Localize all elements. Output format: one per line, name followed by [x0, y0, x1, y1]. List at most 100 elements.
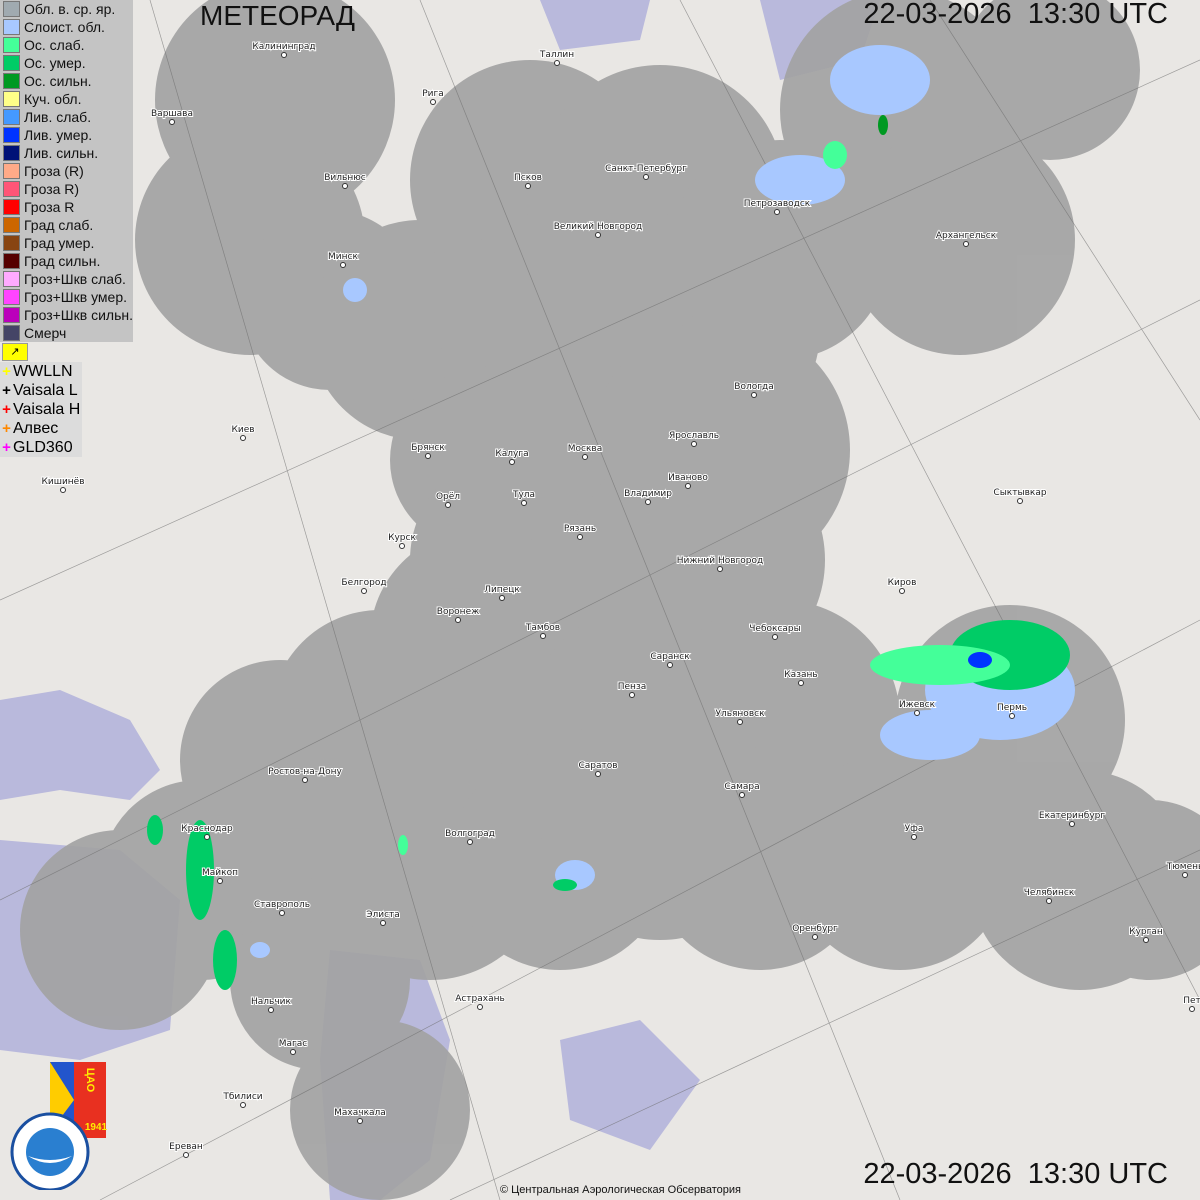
- lightning-network-item[interactable]: + Алвес: [0, 419, 82, 438]
- city-label: Ижевск: [899, 700, 936, 710]
- city-marker: Волгоград: [444, 828, 496, 845]
- legend-label: Гроз+Шкв умер.: [24, 289, 128, 305]
- city-dot: [183, 1152, 189, 1158]
- radar-coverage-area: [845, 125, 1075, 355]
- svg-text:ЦАО: ЦАО: [84, 1068, 96, 1093]
- city-marker: Белгород: [340, 577, 388, 594]
- city-dot: [717, 566, 723, 572]
- legend-swatch: [3, 325, 20, 341]
- legend-label: Слоист. обл.: [24, 19, 105, 35]
- city-label: Нальчик: [251, 997, 292, 1007]
- city-dot: [540, 633, 546, 639]
- city-label: Варшава: [151, 109, 193, 119]
- lightning-network-item[interactable]: + WWLLN: [0, 362, 82, 381]
- city-label: Ярославль: [669, 431, 719, 441]
- lightning-network-item[interactable]: + Vaisala H: [0, 400, 82, 419]
- city-marker: Челябинск: [1023, 887, 1076, 904]
- legend-swatch: [3, 217, 20, 233]
- city-dot: [290, 1049, 296, 1055]
- legend-item: Гроз+Шкв сильн.: [0, 306, 133, 324]
- city-marker: Владимир: [623, 488, 673, 505]
- legend-label: Лив. слаб.: [24, 109, 92, 125]
- city-marker: Курган: [1128, 926, 1164, 943]
- precipitation-echo: [250, 942, 270, 958]
- precipitation-legend: Обл. в. ср. яр. Слоист. обл. Ос. слаб. Ос. …: [0, 0, 133, 342]
- city-markers: Калининград Таллин Рига Варшава Санкт-Петерб…: [40, 41, 1200, 1158]
- legend-swatch: [3, 199, 20, 215]
- legend-swatch: [3, 253, 20, 269]
- legend-label: Град слаб.: [24, 217, 94, 233]
- city-marker: Рига: [421, 88, 445, 105]
- city-marker: Пермь: [996, 702, 1028, 719]
- legend-label: Гроза R): [24, 181, 80, 197]
- timestamp-bottom: 22-03-2026 13:30 UTC: [863, 1158, 1168, 1190]
- city-marker: Варшава: [150, 108, 194, 125]
- city-marker: Тбилиси: [221, 1091, 264, 1108]
- precipitation-echo: [968, 652, 992, 668]
- legend-label: Град умер.: [24, 235, 95, 251]
- city-label: Элиста: [366, 910, 400, 920]
- city-marker: Орёл: [435, 491, 461, 508]
- legend-item: Гроза R: [0, 198, 133, 216]
- city-marker: Пет: [1182, 995, 1200, 1012]
- timestamp-top: 22-03-2026 13:30 UTC: [863, 0, 1168, 30]
- city-label: Брянск: [411, 443, 445, 453]
- city-dot: [361, 588, 367, 594]
- city-dot: [1046, 898, 1052, 904]
- city-label: Вильнюс: [324, 173, 366, 183]
- legend-swatch: [3, 307, 20, 323]
- city-label: Рига: [422, 89, 444, 99]
- legend-item: Гроз+Шкв умер.: [0, 288, 133, 306]
- city-label: Саранск: [650, 652, 690, 662]
- legend-item: Ос. слаб.: [0, 36, 133, 54]
- city-label: Магас: [279, 1039, 308, 1049]
- city-marker: Ульяновск: [714, 708, 766, 725]
- city-label: Тамбов: [525, 623, 560, 633]
- city-dot: [204, 834, 210, 840]
- legend-swatch: [3, 37, 20, 53]
- city-dot: [554, 60, 560, 66]
- precipitation-echo: [553, 879, 577, 891]
- city-dot: [1189, 1006, 1195, 1012]
- legend-item: Гроза R): [0, 180, 133, 198]
- city-marker: Курск: [387, 532, 417, 549]
- city-label: Липецк: [484, 585, 520, 595]
- radar-coverage-area: [1060, 800, 1200, 980]
- precipitation-echo: [755, 155, 845, 205]
- city-label: Калининград: [252, 42, 315, 52]
- page-title: МЕТЕОРАД: [200, 0, 355, 31]
- city-marker: Магас: [278, 1038, 308, 1055]
- city-marker: Липецк: [483, 584, 521, 601]
- city-dot: [521, 500, 527, 506]
- city-marker: Ярославль: [668, 430, 720, 447]
- precipitation-echo: [830, 45, 930, 115]
- precipitation-echo: [213, 930, 237, 990]
- city-dot: [751, 392, 757, 398]
- city-dot: [169, 119, 175, 125]
- city-dot: [582, 454, 588, 460]
- city-marker: Махачкала: [333, 1107, 387, 1124]
- city-dot: [477, 1004, 483, 1010]
- city-marker: Калуга: [494, 448, 530, 465]
- legend-swatch: [3, 235, 20, 251]
- city-dot: [737, 719, 743, 725]
- city-dot: [240, 1102, 246, 1108]
- city-label: Иваново: [668, 473, 708, 483]
- lightning-network-item[interactable]: + GLD360: [0, 438, 82, 457]
- legend-label: Ос. умер.: [24, 55, 86, 71]
- lightning-network-item[interactable]: + Vaisala L: [0, 381, 82, 400]
- legend-item: Слоист. обл.: [0, 18, 133, 36]
- city-marker: Астрахань: [454, 993, 506, 1010]
- lightning-networks-legend: + WWLLN + Vaisala L + Vaisala H + Алвес + GLD360: [0, 362, 82, 457]
- city-label: Курган: [1129, 927, 1163, 937]
- legend-swatch: [3, 127, 20, 143]
- city-marker: Иваново: [667, 472, 709, 489]
- city-marker: Нальчик: [250, 996, 293, 1013]
- city-dot: [914, 710, 920, 716]
- city-marker: Вильнюс: [323, 172, 367, 189]
- lightning-flag-icon[interactable]: ↗: [2, 343, 28, 361]
- city-label: Ереван: [169, 1142, 203, 1152]
- city-label: Псков: [514, 173, 542, 183]
